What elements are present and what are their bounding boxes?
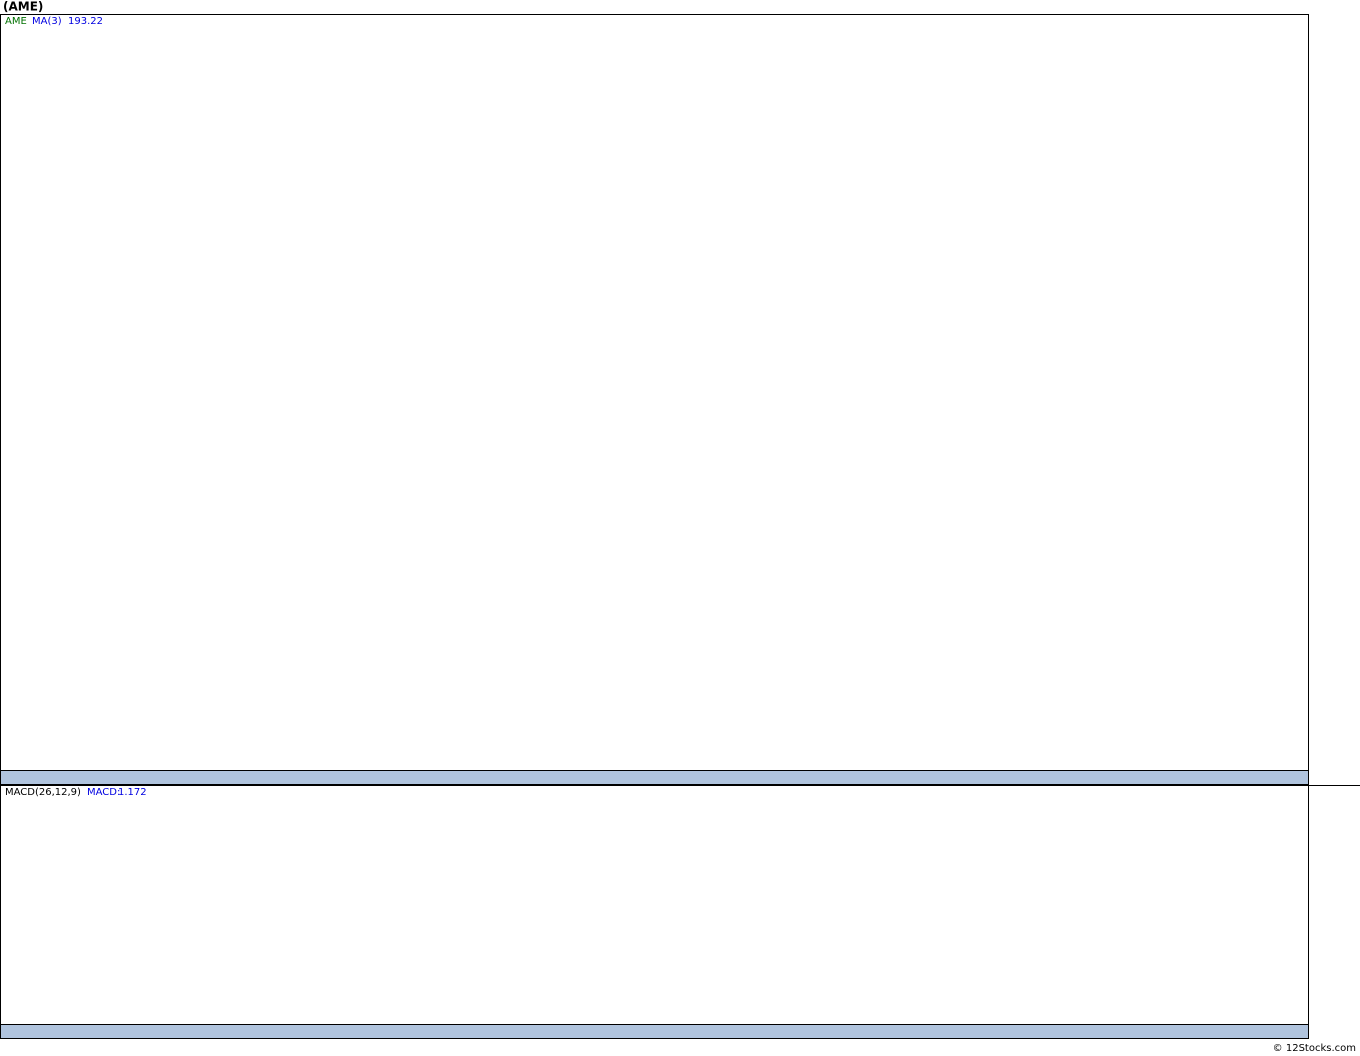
legend-ma-value: 193.22 [68, 16, 103, 27]
legend-macd: MACD: [87, 787, 120, 798]
legend-macd-value: 1.172 [118, 787, 147, 798]
copyright: © 12Stocks.com [1273, 1043, 1356, 1054]
x-axis-strip [0, 770, 1309, 785]
macd-title: MACD(26,12,9) [5, 787, 81, 798]
legend-ma: MA(3) [32, 16, 62, 27]
legend-symbol: AME [5, 16, 27, 27]
chart-title: (AME) [3, 0, 43, 14]
x-axis-strip [0, 1024, 1309, 1039]
